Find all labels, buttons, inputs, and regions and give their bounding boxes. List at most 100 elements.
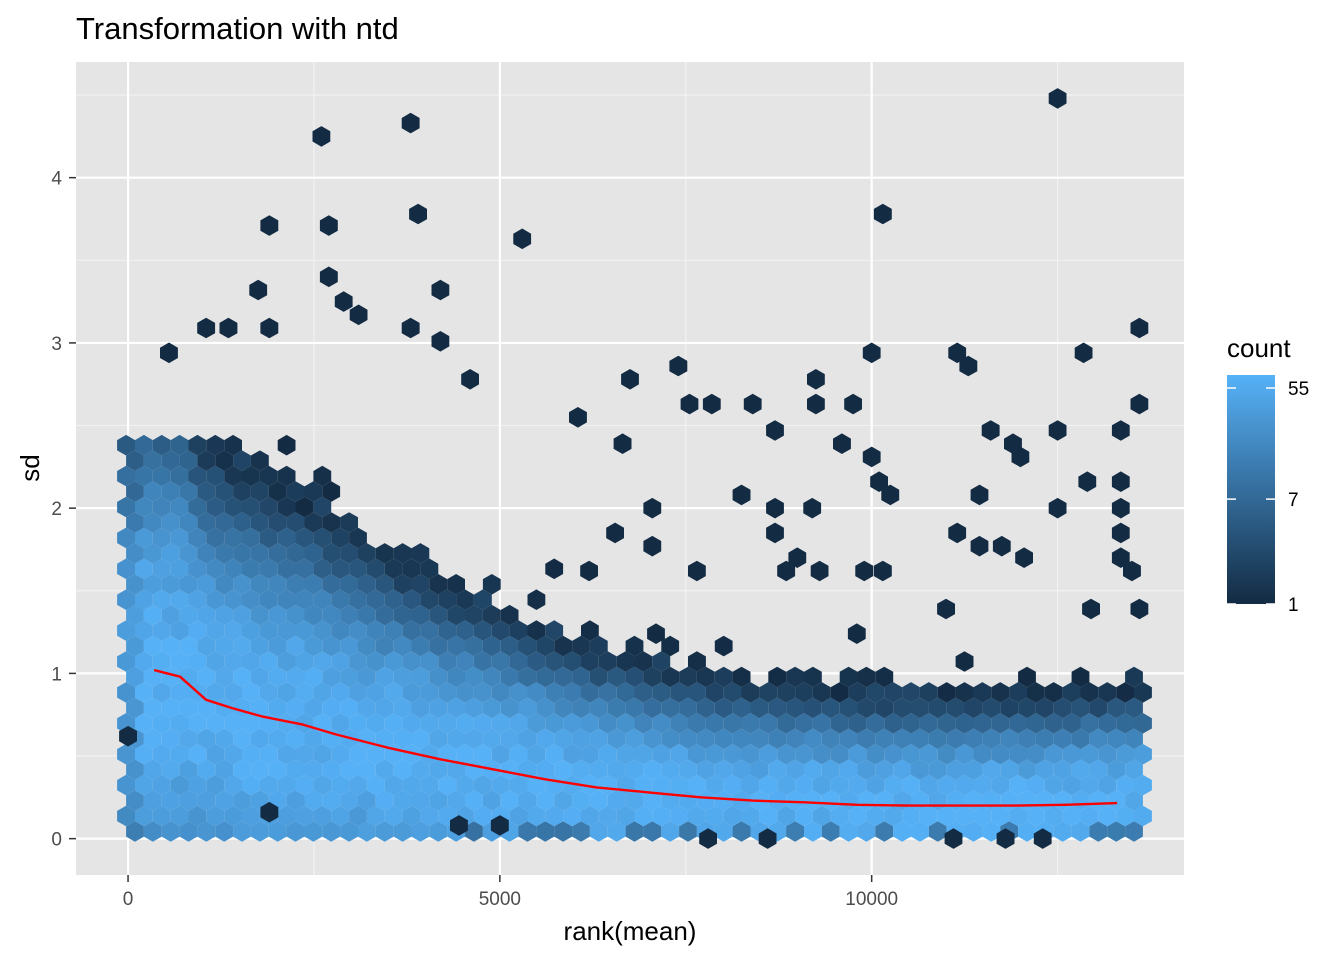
hexbin-cell — [313, 774, 332, 796]
hexbin-cell — [384, 682, 403, 703]
hexbin-outlier — [160, 342, 178, 364]
hexbin-cell — [402, 620, 421, 641]
hexbin-cell — [795, 774, 813, 796]
hexbin-cell — [250, 604, 269, 626]
hexbin-cell — [1009, 682, 1027, 703]
hexbin-cell — [465, 604, 483, 626]
hexbin-cell — [714, 697, 733, 719]
hexbin-outlier — [732, 484, 751, 506]
hexbin-cell — [420, 651, 439, 672]
hexbin-cell — [152, 527, 171, 549]
hexbin-cell — [946, 697, 965, 719]
hexbin-cell — [491, 743, 510, 765]
hexbin-cell — [652, 743, 671, 765]
hexbin-cell — [527, 682, 546, 703]
hexbin-outlier — [1130, 393, 1149, 415]
hexbin-cell — [928, 821, 947, 842]
hexbin-cell — [500, 666, 519, 688]
hexbin-cell — [1098, 805, 1117, 827]
hexbin-cell — [259, 774, 278, 796]
hexbin-cell — [242, 805, 260, 827]
hexbin-cell — [839, 728, 858, 750]
hexbin-cell — [429, 574, 448, 595]
hexbin-cell — [1071, 666, 1090, 688]
hexbin-cell — [206, 465, 225, 487]
hexbin-cell — [188, 527, 207, 549]
hexbin-cell — [224, 465, 242, 487]
hexbin-cell — [1071, 697, 1090, 719]
hexbin-cell — [313, 805, 332, 827]
hexbin-cell — [768, 697, 787, 719]
hexbin-cell — [188, 774, 207, 796]
hexbin-cell — [1080, 774, 1099, 796]
hexbin-cell — [143, 481, 162, 502]
hexbin-cell — [402, 743, 421, 765]
hexbin-cell — [643, 697, 662, 719]
hexbin-outlier — [948, 522, 967, 544]
hexbin-outlier — [401, 317, 420, 339]
hexbin-cell — [420, 713, 439, 734]
hexbin-cell — [661, 759, 680, 780]
hexbin-cell — [509, 805, 528, 827]
hexbin-cell — [340, 821, 358, 842]
hexbin-cell — [233, 450, 251, 471]
hexbin-cell — [233, 821, 251, 842]
hexbin-cell — [777, 713, 796, 734]
hexbin-cell — [456, 743, 474, 765]
hexbin-cell — [696, 697, 715, 719]
hexbin-cell — [473, 682, 492, 703]
hexbin-cell — [456, 713, 474, 734]
hexbin-cell — [804, 821, 822, 842]
hexbin-cell — [1116, 805, 1134, 827]
hexbin-cell — [206, 527, 225, 549]
hexbin-cell — [527, 713, 546, 734]
hexbin-cell — [286, 543, 305, 564]
hexbin-cell — [420, 558, 439, 580]
x-axis: 0 5000 10000 — [123, 875, 898, 910]
hexbin-cell — [117, 774, 135, 796]
hexbin-cell — [670, 743, 688, 765]
hexbin-cell — [179, 728, 198, 750]
hexbin-cell — [197, 697, 216, 719]
hexbin-cell — [581, 774, 599, 796]
hexbin-cell — [393, 759, 412, 780]
hexbin-cell — [821, 821, 840, 842]
hexbin-cell — [358, 666, 376, 688]
hexbin-cell — [919, 713, 938, 734]
hexbin-cell — [215, 821, 234, 842]
hexbin-cell — [384, 558, 403, 580]
hexbin-cell — [313, 558, 332, 580]
hexbin-cell — [973, 743, 992, 765]
hexbin-cell — [304, 728, 323, 750]
hexbin-cell — [375, 728, 394, 750]
hexbin-cell — [402, 589, 421, 610]
hexbin-cell — [179, 790, 198, 811]
hexbin-cell — [1000, 728, 1019, 750]
hexbin-cell — [143, 450, 162, 471]
hexbin-cell — [295, 774, 314, 796]
hexbin-cell — [411, 604, 430, 626]
hexbin-cell — [295, 743, 314, 765]
hexbin-cell — [215, 790, 234, 811]
hexbin-cell — [358, 821, 376, 842]
hexbin-cell — [259, 682, 278, 703]
hexbin-cell — [1134, 713, 1152, 734]
hexbin-layer — [117, 88, 1152, 849]
hexbin-outlier — [807, 369, 825, 390]
hexbin-cell — [1080, 682, 1099, 703]
hexbin-cell — [679, 821, 697, 842]
hexbin-cell — [866, 743, 885, 765]
hexbin-cell — [1125, 759, 1143, 780]
hexbin-cell — [768, 666, 787, 688]
hexbin-cell — [233, 481, 251, 502]
hexbin-cell — [242, 527, 260, 549]
hexbin-cell — [215, 635, 234, 657]
hexbin-cell — [322, 790, 341, 811]
hexbin-cell — [830, 743, 849, 765]
hexbin-cell — [375, 790, 394, 811]
hexbin-cell — [741, 805, 760, 827]
hexbin-cell — [482, 604, 501, 626]
hexbin-cell — [429, 635, 448, 657]
hexbin-cell — [812, 805, 831, 827]
